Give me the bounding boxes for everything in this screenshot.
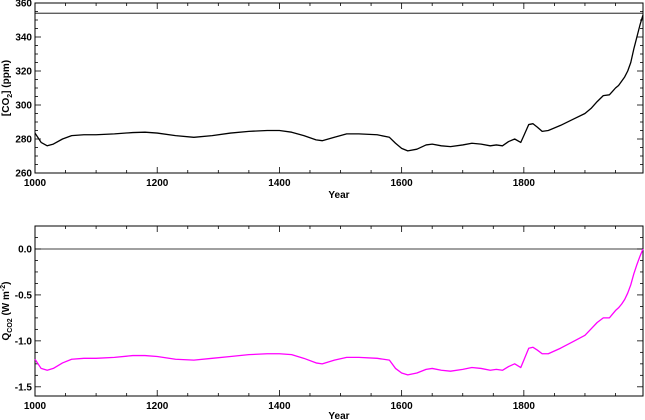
- y-axis-title-part: ): [1, 282, 12, 285]
- y-tick-label: 320: [15, 67, 32, 78]
- y-tick-label: -1.0: [15, 336, 33, 347]
- y-tick-label: -1.5: [15, 382, 33, 393]
- series-line: [34, 14, 644, 152]
- y-axis-title: QCO2 (W m-2): [0, 282, 14, 341]
- x-tick-label: 1000: [24, 401, 47, 412]
- x-tick-label: 1000: [24, 178, 47, 189]
- y-axis-title: [CO2] (ppm): [1, 60, 14, 116]
- y-axis-title-part: CO2: [7, 318, 14, 333]
- series-line: [34, 248, 644, 376]
- x-axis-title: Year: [328, 411, 349, 420]
- x-axis-title: Year: [328, 190, 349, 201]
- y-tick-label: 360: [15, 0, 32, 10]
- plot-frame: [34, 225, 644, 397]
- co2-forcing-panel: 1000 1200 1400 1600 1800 -1.5 -1.0 -0.5 0.0 Year Q…: [0, 225, 644, 420]
- y-tick-label: 0.0: [18, 244, 32, 255]
- y-tick-label: -0.5: [15, 290, 33, 301]
- x-tick-label: 1800: [513, 178, 536, 189]
- y-tick-label: 260: [15, 169, 32, 180]
- y-axis-title-part: 2: [7, 94, 14, 98]
- y-tick-label: 340: [15, 33, 32, 44]
- y-tick-label: 300: [15, 101, 32, 112]
- x-tick-label: 1800: [513, 401, 536, 412]
- y-axis-title-part: (W m: [1, 291, 12, 318]
- y-axis-title-part: [CO: [1, 98, 12, 117]
- x-tick-label: 1200: [146, 401, 169, 412]
- plot-frame: [34, 2, 644, 174]
- x-tick-label: 1400: [268, 178, 291, 189]
- x-tick-label: 1600: [391, 401, 414, 412]
- y-axis-title-part: ] (ppm): [1, 60, 12, 94]
- y-axis-title-part: Q: [1, 332, 12, 340]
- x-tick-label: 1600: [391, 178, 414, 189]
- x-tick-label: 1400: [268, 401, 291, 412]
- y-tick-label: 280: [15, 135, 32, 146]
- x-tick-label: 1200: [146, 178, 169, 189]
- y-axis-title-part: -2: [0, 285, 7, 291]
- co2-concentration-panel: 1000 1200 1400 1600 1800 260 280 300 320 340 360 Ye…: [1, 0, 644, 201]
